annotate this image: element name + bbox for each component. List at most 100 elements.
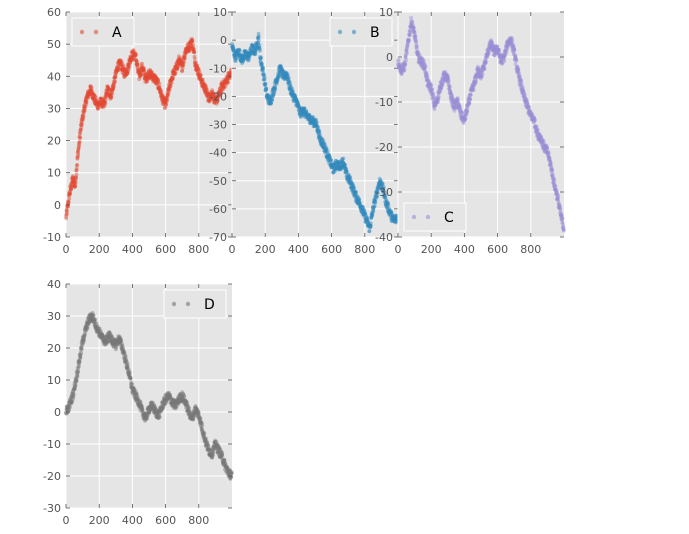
data-point [118, 61, 122, 65]
data-point [123, 72, 128, 76]
data-point [405, 51, 409, 56]
data-point [216, 92, 221, 97]
data-point [223, 78, 228, 83]
data-point [132, 50, 137, 55]
data-point [155, 76, 160, 81]
data-point [91, 92, 96, 97]
data-point [153, 81, 158, 85]
data-point [153, 80, 158, 85]
data-point [407, 38, 411, 43]
x-tick-label: 400 [454, 243, 475, 256]
data-point [157, 84, 162, 89]
data-point [170, 76, 175, 81]
data-point [131, 48, 136, 52]
data-point [95, 102, 99, 106]
data-point [92, 94, 97, 99]
data-point [89, 92, 94, 97]
data-point [83, 99, 88, 103]
data-point [92, 98, 96, 103]
data-point [200, 423, 205, 428]
data-point [125, 70, 130, 74]
data-point [108, 94, 113, 99]
data-point [187, 47, 192, 52]
data-point [67, 405, 72, 410]
data-point [146, 70, 151, 74]
data-point [218, 90, 222, 95]
data-point [345, 169, 349, 174]
data-point [73, 175, 78, 180]
data-point [153, 74, 158, 79]
data-point [115, 65, 119, 69]
data-point [71, 183, 76, 188]
data-point [185, 46, 190, 50]
data-point [230, 44, 235, 49]
data-point [131, 49, 136, 53]
data-point [64, 208, 69, 213]
data-point [109, 89, 114, 94]
data-point [66, 199, 70, 204]
data-point [153, 76, 158, 80]
data-point [93, 101, 98, 106]
data-point [141, 65, 145, 70]
data-point [207, 98, 211, 103]
data-point [215, 99, 219, 104]
data-point [162, 106, 167, 110]
data-point [79, 123, 83, 127]
data-point [193, 64, 198, 69]
data-point [91, 96, 95, 101]
data-point [144, 77, 148, 82]
legend-marker [79, 29, 85, 35]
y-tick-label: -20 [375, 141, 393, 154]
data-point [126, 64, 131, 69]
data-point [97, 100, 101, 105]
data-point [120, 60, 124, 65]
data-point [80, 116, 85, 121]
data-point [171, 70, 176, 75]
y-tick-label: 40 [47, 278, 61, 291]
data-point [167, 82, 171, 87]
data-point [148, 71, 153, 76]
data-point [167, 82, 172, 87]
data-point [111, 84, 115, 88]
data-point [73, 184, 77, 189]
data-point [157, 81, 162, 86]
data-point [129, 58, 134, 63]
data-point [169, 81, 173, 86]
data-point [85, 94, 89, 99]
data-point [96, 106, 101, 110]
data-point [128, 60, 133, 65]
data-point [180, 69, 185, 73]
data-point [112, 82, 116, 86]
data-point [212, 96, 217, 101]
data-point [64, 212, 69, 217]
data-point [163, 99, 168, 104]
data-point [396, 57, 401, 62]
data-point [157, 89, 162, 94]
data-point [114, 66, 119, 70]
data-point [148, 68, 153, 72]
data-point [151, 79, 156, 84]
data-point [163, 97, 167, 102]
data-point [67, 191, 72, 196]
data-point [169, 76, 174, 80]
data-point [82, 110, 86, 114]
data-point [193, 61, 198, 66]
y-tick-label: -10 [209, 62, 227, 75]
data-point [71, 176, 76, 181]
x-tick-label: 400 [122, 514, 143, 527]
data-point [196, 71, 201, 76]
data-point [142, 73, 147, 78]
data-point [226, 80, 230, 84]
data-point [86, 91, 91, 96]
data-point [117, 60, 122, 65]
y-tick-label: -20 [209, 90, 227, 103]
data-point [165, 90, 170, 95]
data-point [187, 40, 192, 45]
data-point [127, 370, 132, 375]
data-point [140, 67, 145, 71]
y-tick-label: -20 [43, 470, 61, 483]
data-point [119, 62, 124, 67]
data-point [106, 85, 110, 89]
data-point [154, 76, 159, 81]
data-point [208, 92, 213, 97]
